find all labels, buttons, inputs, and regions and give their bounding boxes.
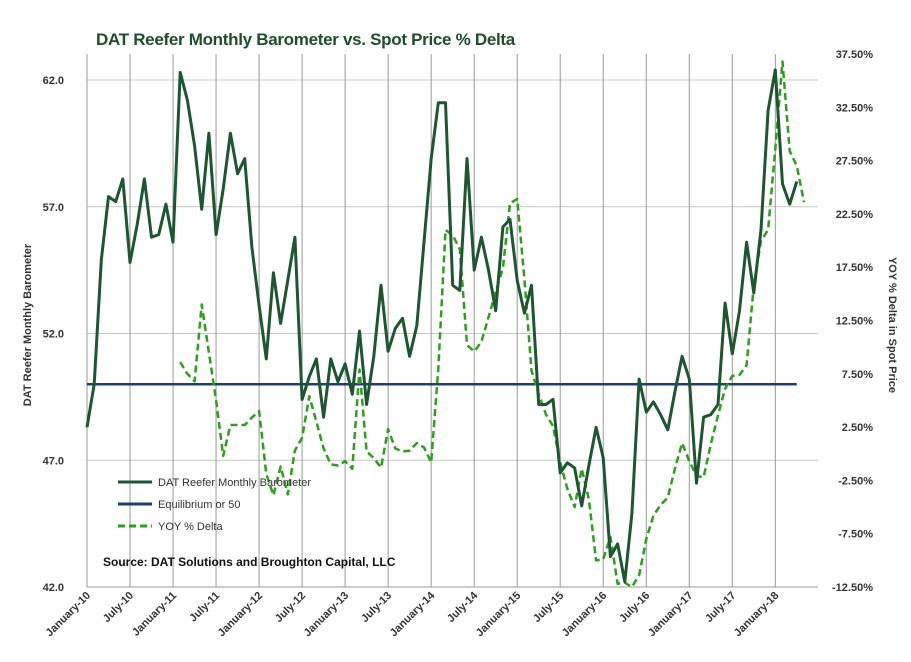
legend-label-yoy: YOY % Delta [158,521,223,533]
y2-tick-label: 17.50% [836,262,874,274]
y-tick-label: 42.0 [43,582,64,594]
legend-label-barometer: DAT Reefer Monthly Barometer [158,477,311,489]
x-tick-label: July-10 [101,590,136,625]
y-tick-label: 62.0 [43,75,64,87]
x-tick-label: July-12 [273,590,308,625]
y2-tick-label: -12.50% [832,582,873,594]
y2-tick-label: 7.50% [842,369,873,381]
y2-tick-label: 2.50% [842,422,873,434]
source-note: Source: DAT Solutions and Broughton Capi… [103,555,396,569]
y2-axis-label: YOY % Delta in Spot Price [886,257,898,393]
series-yoy-line [179,60,806,589]
y2-tick-label: -7.50% [838,529,873,541]
y-tick-label: 52.0 [43,329,64,341]
y-tick-label: 47.0 [43,455,64,467]
x-tick-label: January-15 [474,590,524,640]
x-tick-label: January-13 [302,590,352,640]
vertical-gridlines [86,54,818,588]
y2-tick-label: -2.50% [838,475,873,487]
x-tick-label: July-11 [187,590,222,625]
x-tick-label: July-17 [703,590,738,625]
series-barometer-line [85,68,799,584]
chart-title: DAT Reefer Monthly Barometer vs. Spot Pr… [96,30,516,49]
y2-axis-ticks: 37.50% 32.50% 27.50% 22.50% 17.50% 12.50% 7.50… [832,49,873,594]
x-tick-label: January-10 [44,590,94,640]
y2-tick-label: 27.50% [836,156,874,168]
y2-tick-label: 12.50% [836,316,874,328]
x-tick-label: January-18 [732,590,782,640]
x-tick-label: January-12 [216,590,266,640]
y-tick-label: 57.0 [43,202,64,214]
x-tick-label: January-16 [560,590,610,640]
x-tick-label: July-16 [617,590,652,625]
x-tick-label: July-15 [531,590,566,625]
legend-label-equilibrium: Equilibrium or 50 [158,499,241,511]
x-tick-label: January-11 [130,590,179,639]
y-axis-ticks: 62.0 57.0 52.0 47.0 42.0 [43,75,64,594]
x-tick-label: January-14 [388,589,438,639]
x-tick-label: July-13 [359,590,394,625]
y2-tick-label: 37.50% [836,49,874,61]
x-tick-label: January-17 [646,590,696,640]
y-axis-label: DAT Reefer Monthly Barometer [22,243,34,406]
series-layer [85,60,806,589]
legend: DAT Reefer Monthly Barometer Equilibrium… [118,477,311,533]
x-tick-label: July-14 [445,589,481,625]
y2-tick-label: 32.50% [836,102,874,114]
y2-tick-label: 22.50% [836,209,874,221]
